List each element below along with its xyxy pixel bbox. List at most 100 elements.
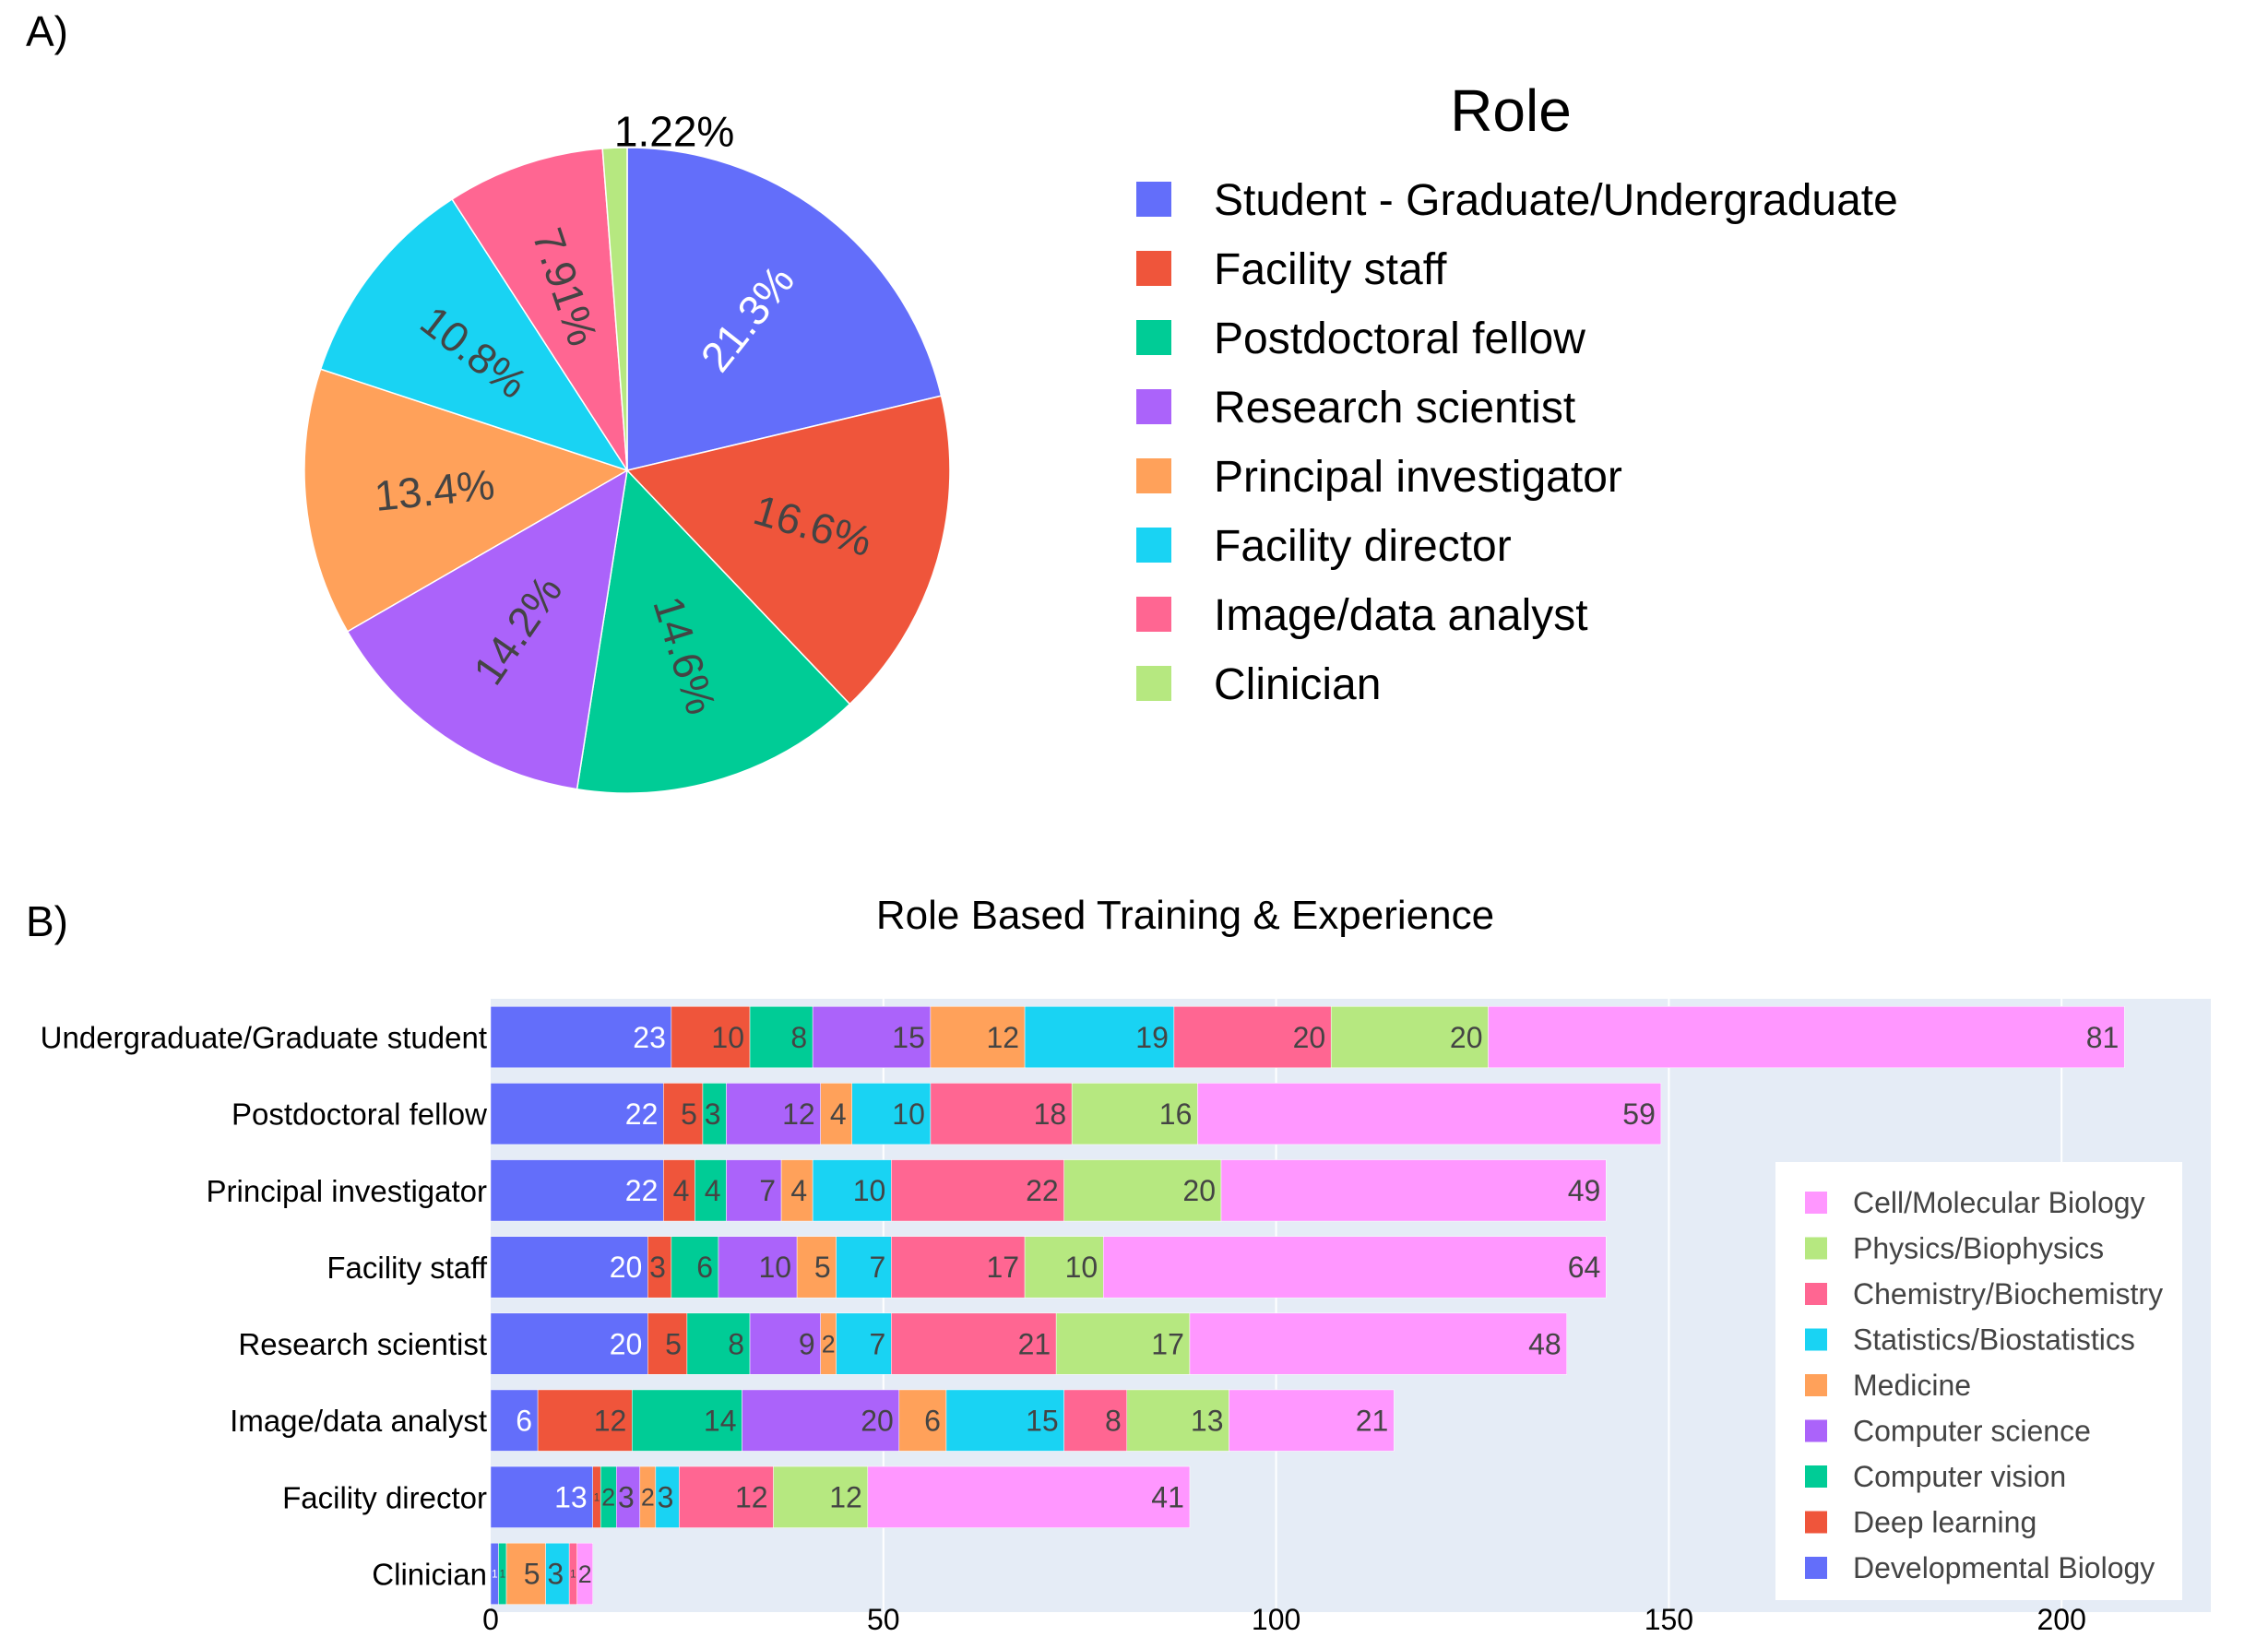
- bar-segment-principal-investigator-computer-vision: [695, 1159, 727, 1222]
- bar-legend-label: Computer vision: [1853, 1460, 2066, 1493]
- bar-segment-research-scientist-computer-vision: [686, 1312, 751, 1375]
- bar-label-research-scientist-physics-biophysics: 17: [1151, 1327, 1184, 1360]
- category-label-facility-staff: Facility staff: [327, 1251, 487, 1285]
- pie-legend-item-clinician: Clinician: [1136, 660, 1381, 709]
- bar-label-postdoctoral-fellow-computer-science: 12: [782, 1097, 815, 1131]
- bar-label-clinician-developmental-biology: 1: [492, 1569, 497, 1581]
- bar-label-principal-investigator-medicine: 4: [790, 1174, 807, 1207]
- bar-segment-undergraduate-graduate-student-computer-vision: [749, 1006, 813, 1069]
- bar-label-image-data-analyst-computer-science: 20: [861, 1404, 894, 1437]
- bar-label-undergraduate-graduate-student-deep-learning: 10: [711, 1021, 744, 1054]
- bar-legend-label: Medicine: [1853, 1369, 1971, 1402]
- bar-label-clinician-medicine: 5: [524, 1558, 540, 1591]
- bar-label-facility-director-statistics-biostatistics: 3: [658, 1481, 674, 1514]
- category-label-undergraduate-graduate-student: Undergraduate/Graduate student: [41, 1021, 487, 1055]
- bar-label-facility-staff-computer-vision: 6: [696, 1251, 713, 1284]
- bar-legend-swatch: [1805, 1192, 1827, 1214]
- bar-legend-swatch: [1805, 1283, 1827, 1305]
- bar-label-facility-director-deep-learning: 1: [594, 1491, 600, 1503]
- bar-label-undergraduate-graduate-student-developmental-biology: 23: [633, 1021, 666, 1054]
- bar-label-principal-investigator-deep-learning: 4: [673, 1174, 690, 1207]
- pie-slice-clinician: [601, 147, 628, 471]
- category-label-principal-investigator: Principal investigator: [207, 1174, 487, 1208]
- bar-label-postdoctoral-fellow-deep-learning: 5: [681, 1097, 697, 1131]
- bar-legend-swatch: [1805, 1419, 1827, 1442]
- bar-segment-facility-director-developmental-biology: [490, 1465, 593, 1528]
- bar-segment-clinician-statistics-biostatistics: [545, 1542, 570, 1605]
- pie-legend-label: Research scientist: [1214, 384, 1575, 433]
- bar-segment-postdoctoral-fellow-medicine: [820, 1083, 852, 1145]
- bar-label-principal-investigator-physics-biophysics: 20: [1182, 1174, 1216, 1207]
- bar-label-research-scientist-computer-science: 9: [799, 1327, 815, 1360]
- bar-chart-title: Role Based Training & Experience: [876, 893, 1494, 938]
- pie-legend-label: Facility staff: [1214, 245, 1447, 294]
- pie-slice-image-data-analyst: [451, 148, 628, 471]
- pie-chart: 21.3%16.6%14.6%14.2%13.4%10.8%7.91%1.22%…: [303, 77, 1898, 794]
- category-label-research-scientist: Research scientist: [238, 1327, 487, 1361]
- bar-legend-swatch: [1805, 1374, 1827, 1396]
- bar-legend-label: Chemistry/Biochemistry: [1853, 1277, 2163, 1311]
- bar-segment-principal-investigator-developmental-biology: [490, 1159, 664, 1222]
- bar-segment-undergraduate-graduate-student-cell-molecular-biology: [1488, 1006, 2125, 1069]
- bar-segment-facility-director-statistics-biostatistics: [655, 1465, 680, 1528]
- pie-legend-item-facility-staff: Facility staff: [1136, 245, 1447, 294]
- pie-slice-research-scientist: [346, 469, 628, 790]
- bar-label-facility-director-cell-molecular-biology: 41: [1151, 1481, 1184, 1514]
- y-axis-category-labels: Undergraduate/Graduate student Postdoctor…: [41, 1021, 488, 1592]
- bar-label-research-scientist-medicine: 2: [822, 1331, 836, 1358]
- bar-legend: Cell/Molecular Biology Physics/Biophysics…: [1775, 1162, 2182, 1600]
- bar-label-principal-investigator-developmental-biology: 22: [625, 1174, 659, 1207]
- pie-slice-facility-director: [319, 197, 629, 472]
- bar-label-undergraduate-graduate-student-computer-vision: 8: [790, 1021, 807, 1054]
- bar-label-research-scientist-statistics-biostatistics: 7: [870, 1327, 886, 1360]
- bar-legend-swatch: [1805, 1237, 1827, 1260]
- bar-segment-postdoctoral-fellow-developmental-biology: [490, 1083, 664, 1145]
- bar-legend-label: Computer science: [1853, 1415, 2091, 1448]
- bar-label-undergraduate-graduate-student-medicine: 12: [987, 1021, 1020, 1054]
- bar-segment-principal-investigator-computer-science: [726, 1159, 782, 1222]
- bar-segment-undergraduate-graduate-student-computer-science: [812, 1006, 932, 1069]
- bar-segment-principal-investigator-cell-molecular-biology: [1220, 1159, 1607, 1222]
- bar-segment-postdoctoral-fellow-cell-molecular-biology: [1197, 1083, 1662, 1145]
- bar-segment-clinician-medicine: [505, 1542, 546, 1605]
- pie-legend-item-image-data-analyst: Image/data analyst: [1136, 591, 1588, 640]
- bar-label-principal-investigator-statistics-biostatistics: 10: [853, 1174, 886, 1207]
- bar-legend-label: Deep learning: [1853, 1506, 2036, 1539]
- category-label-postdoctoral-fellow: Postdoctoral fellow: [232, 1097, 487, 1132]
- bar-segment-postdoctoral-fellow-computer-vision: [702, 1083, 727, 1145]
- bar-label-postdoctoral-fellow-developmental-biology: 22: [625, 1097, 659, 1131]
- bar-label-image-data-analyst-deep-learning: 12: [594, 1404, 627, 1437]
- bar-segment-postdoctoral-fellow-chemistry-biochemistry: [930, 1083, 1073, 1145]
- bar-segment-image-data-analyst-physics-biophysics: [1126, 1389, 1229, 1452]
- bar-label-principal-investigator-computer-science: 7: [759, 1174, 776, 1207]
- bar-label-clinician-computer-vision: 1: [500, 1569, 505, 1581]
- bar-legend-item-computer-science: Computer science: [1805, 1415, 2091, 1448]
- pie-slices: [303, 147, 951, 794]
- bar-label-facility-director-developmental-biology: 13: [554, 1481, 588, 1514]
- bar-label-principal-investigator-cell-molecular-biology: 49: [1568, 1174, 1601, 1207]
- pie-legend-item-facility-director: Facility director: [1136, 522, 1512, 571]
- bar-legend-label: Cell/Molecular Biology: [1853, 1186, 2145, 1219]
- bar-segment-postdoctoral-fellow-physics-biophysics: [1071, 1083, 1198, 1145]
- bar-label-undergraduate-graduate-student-chemistry-biochemistry: 20: [1293, 1021, 1326, 1054]
- bar-segment-principal-investigator-statistics-biostatistics: [812, 1159, 892, 1222]
- bar-segment-research-scientist-cell-molecular-biology: [1189, 1312, 1567, 1375]
- bar-segment-research-scientist-computer-science: [749, 1312, 821, 1375]
- pie-slice-postdoctoral-fellow: [576, 469, 851, 794]
- bar-segment-clinician-cell-molecular-biology: [576, 1542, 593, 1605]
- category-label-clinician: Clinician: [372, 1557, 487, 1591]
- bar-label-image-data-analyst-chemistry-biochemistry: 8: [1105, 1404, 1122, 1437]
- bar-segment-postdoctoral-fellow-computer-science: [726, 1083, 821, 1145]
- category-label-facility-director: Facility director: [282, 1480, 487, 1514]
- bar-segment-facility-staff-medicine: [796, 1236, 837, 1299]
- bar-segment-facility-staff-computer-vision: [671, 1236, 719, 1299]
- pie-legend-item-research-scientist: Research scientist: [1136, 384, 1575, 433]
- pie-legend-label: Facility director: [1214, 522, 1512, 571]
- bar-segment-research-scientist-statistics-biostatistics: [836, 1312, 892, 1375]
- bar-segments: [490, 1006, 2125, 1605]
- bar-segment-facility-director-computer-science: [616, 1465, 641, 1528]
- bar-label-facility-staff-chemistry-biochemistry: 17: [987, 1251, 1020, 1284]
- pie-legend-item-principal-investigator: Principal investigator: [1136, 453, 1622, 502]
- bar-label-image-data-analyst-statistics-biostatistics: 15: [1026, 1404, 1059, 1437]
- bar-label-facility-director-computer-science: 3: [618, 1481, 635, 1514]
